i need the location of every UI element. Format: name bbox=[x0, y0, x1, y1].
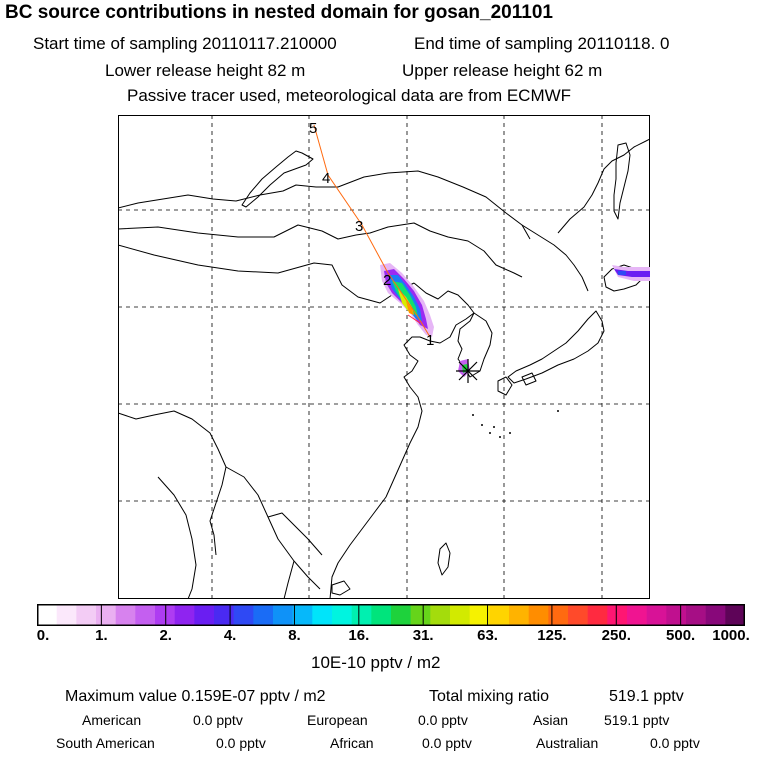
trajectory-label-1: 1 bbox=[426, 332, 434, 349]
colorbar-swatch bbox=[194, 604, 215, 626]
colorbar-swatch bbox=[686, 604, 706, 626]
colorbar-swatch bbox=[627, 604, 647, 626]
asian-label: Asian bbox=[533, 712, 569, 728]
american-value: 0.0 pptv bbox=[193, 712, 243, 728]
colorbar bbox=[37, 604, 745, 626]
colorbar-swatch bbox=[174, 604, 195, 626]
colorbar-swatch bbox=[292, 604, 313, 626]
lower-release-height: Lower release height 82 m bbox=[105, 61, 306, 80]
graticule bbox=[118, 115, 650, 599]
colorbar-swatch bbox=[273, 604, 293, 626]
start-time-label: Start time of sampling 20110117.210000 bbox=[33, 34, 337, 53]
colorbar-swatch bbox=[548, 604, 569, 626]
colorbar-swatch bbox=[312, 604, 333, 626]
colorbar-swatch bbox=[253, 604, 274, 626]
end-time-label: End time of sampling 20110118. 0 bbox=[414, 34, 670, 53]
south-american-label: South American bbox=[56, 735, 155, 751]
trajectory-line bbox=[313, 124, 431, 338]
map-panel: 1 2 3 4 5 bbox=[118, 115, 650, 599]
asian-value: 519.1 pptv bbox=[604, 712, 670, 728]
colorbar-swatch bbox=[332, 604, 352, 626]
colorbar-tick-label: 0. bbox=[36, 627, 50, 644]
colorbar-swatch bbox=[37, 604, 57, 626]
trajectory-label-3: 3 bbox=[355, 218, 363, 235]
colorbar-tick-label: 1. bbox=[95, 627, 108, 644]
colorbar-swatch bbox=[587, 604, 608, 626]
plot-title: BC source contributions in nested domain… bbox=[5, 2, 553, 23]
colorbar-swatch bbox=[115, 604, 136, 626]
colorbar-swatch bbox=[351, 604, 372, 626]
colorbar-swatch bbox=[646, 604, 667, 626]
colorbar-swatch bbox=[96, 604, 116, 626]
receptor-asterisk-icon bbox=[456, 359, 480, 383]
colorbar-swatch bbox=[155, 604, 175, 626]
colorbar-swatch bbox=[528, 604, 549, 626]
trajectory-label-4: 4 bbox=[322, 170, 330, 187]
colorbar-swatch bbox=[489, 604, 510, 626]
european-label: European bbox=[307, 712, 368, 728]
colorbar-swatch bbox=[214, 604, 234, 626]
colorbar-swatch bbox=[391, 604, 411, 626]
south-american-value: 0.0 pptv bbox=[216, 735, 266, 751]
max-value-label: Maximum value 0.159E-07 pptv / m2 bbox=[65, 688, 326, 705]
colorbar-tick-label: 2. bbox=[159, 627, 172, 644]
colorbar-tick-label: 8. bbox=[288, 627, 301, 644]
coastlines bbox=[118, 138, 650, 599]
tracer-info: Passive tracer used, meteorological data… bbox=[127, 86, 572, 105]
colorbar-swatch bbox=[725, 604, 745, 626]
colorbar-tick-label: 16. bbox=[348, 627, 370, 644]
colorbar-tick-label: 1000. bbox=[712, 627, 750, 644]
european-value: 0.0 pptv bbox=[418, 712, 468, 728]
colorbar-swatch bbox=[705, 604, 726, 626]
colorbar-swatch bbox=[568, 604, 588, 626]
african-value: 0.0 pptv bbox=[422, 735, 472, 751]
colorbar-tick-label: 125. bbox=[537, 627, 567, 644]
colorbar-frame bbox=[37, 604, 745, 626]
colorbar-swatch bbox=[410, 604, 431, 626]
trajectory-label-5: 5 bbox=[309, 120, 317, 137]
trajectory-label-2: 2 bbox=[383, 272, 391, 289]
small-islands bbox=[472, 410, 559, 438]
total-mixing-value: 519.1 pptv bbox=[609, 688, 684, 705]
colorbar-tick-label: 250. bbox=[601, 627, 631, 644]
colorbar-tick-label: 63. bbox=[477, 627, 498, 644]
colorbar-swatch bbox=[233, 604, 254, 626]
trajectory-segment bbox=[407, 314, 421, 324]
colorbar-swatch bbox=[509, 604, 529, 626]
colorbar-swatch bbox=[666, 604, 687, 626]
map-frame bbox=[118, 115, 650, 599]
colorbar-swatch bbox=[76, 604, 97, 626]
colorbar-tick-label: 31. bbox=[412, 627, 434, 644]
colorbar-swatch bbox=[56, 604, 77, 626]
colorbar-tick-label: 4. bbox=[223, 627, 237, 644]
colorbar-swatch bbox=[450, 604, 470, 626]
colorbar-swatch bbox=[430, 604, 451, 626]
colorbar-swatch bbox=[371, 604, 392, 626]
total-mixing-label: Total mixing ratio bbox=[429, 688, 550, 705]
american-label: American bbox=[82, 712, 142, 728]
colorbar-swatch bbox=[135, 604, 156, 626]
australian-value: 0.0 pptv bbox=[650, 735, 700, 751]
african-label: African bbox=[330, 735, 374, 751]
colorbar-units: 10E-10 pptv / m2 bbox=[311, 653, 441, 672]
upper-release-height: Upper release height 62 m bbox=[402, 61, 603, 80]
colorbar-swatch bbox=[607, 604, 628, 626]
colorbar-swatch bbox=[469, 604, 490, 626]
colorbar-tick-label: 500. bbox=[666, 627, 696, 644]
australian-label: Australian bbox=[536, 735, 599, 751]
